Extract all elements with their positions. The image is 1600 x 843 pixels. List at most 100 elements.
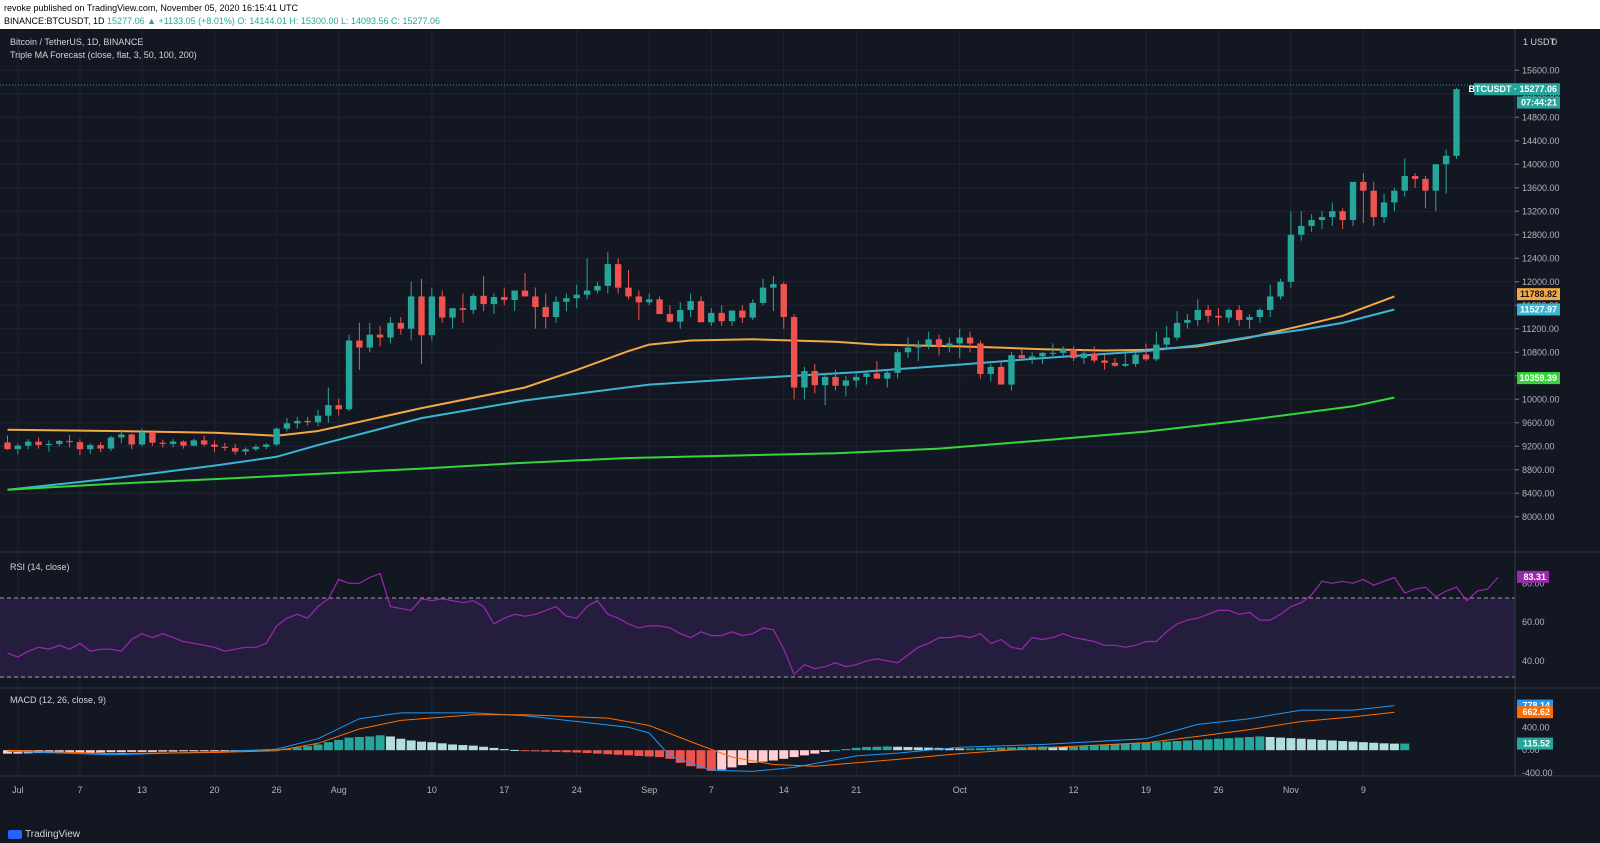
candle-body [1039,352,1046,357]
macd-histogram-bar [1317,739,1327,751]
macd-histogram-bar [189,750,199,752]
candle-body [904,347,912,353]
candle-body [180,441,187,446]
macd-histogram-bar [582,750,592,754]
candle-body [501,297,508,300]
candle-body [459,308,467,310]
time-tick-label: 12 [1069,785,1079,795]
candle-body [1008,355,1015,385]
candle-body [542,307,549,317]
macd-histogram-bar [261,749,271,751]
macd-signal-label: 662.62 [1522,707,1550,717]
macd-histogram-bar [768,750,778,761]
macd-histogram-bar [1193,739,1203,751]
symbol-interval: BINANCE:BTCUSDT, 1D [4,16,105,26]
candle-body [407,296,415,329]
macd-histogram-bar [137,750,147,752]
macd-histogram-bar [1358,742,1368,751]
macd-histogram-bar [1151,742,1161,751]
macd-histogram-bar [1120,743,1130,751]
candle-body [1049,352,1057,354]
price-tick-label: 8000.00 [1522,512,1555,522]
macd-tick-label: 400.00 [1522,722,1550,732]
candle-body [76,442,84,450]
macd-histogram-bar [354,737,364,751]
macd-histogram-bar [634,750,644,756]
time-tick-label: 20 [209,785,219,795]
candle-body [397,322,404,329]
candle-body [25,441,32,446]
macd-histogram-bar [303,746,313,751]
macd-histogram-bar [810,750,820,754]
candle-body [1142,354,1150,360]
candle-body [790,317,798,388]
candle-body [490,297,498,305]
macd-histogram-bar [965,748,975,751]
macd-histogram-bar [65,750,75,753]
price-tick-label: 10800.00 [1522,347,1560,357]
chart-area[interactable]: 8000.008400.008800.009200.009600.0010000… [0,29,1600,826]
candle-body [863,373,870,377]
ma50-label-tag [1517,288,1560,301]
macd-histogram-bar [85,750,95,753]
candle-body [1453,89,1460,156]
macd-histogram-bar [841,749,851,751]
macd-histogram-bar [1079,746,1089,751]
countdown: 07:44:21 [1521,98,1557,108]
candle-body [273,428,280,445]
candle-body [1349,181,1357,221]
macd-histogram-bar [665,750,675,759]
rsi-current-label: 83.31 [1523,572,1546,582]
candle-body [294,420,301,424]
macd-histogram-bar [1048,746,1058,751]
candle-body [594,285,601,291]
macd-hist-label-tag [1517,737,1553,750]
candle-body [1391,190,1398,203]
macd-histogram-bar [572,750,582,753]
candle-body [635,296,643,303]
time-tick-label: 26 [272,785,282,795]
footer: TradingView [0,826,1600,843]
candle-body [304,420,311,423]
candle-body [1360,181,1367,191]
macd-histogram-bar [644,750,654,757]
candle-body [418,296,425,336]
candle-body [1277,281,1284,297]
price-tick-label: 12800.00 [1522,230,1560,240]
candle-body [1432,164,1439,191]
macd-histogram-bar [1245,737,1254,751]
publish-header: revoke published on TradingView.com, Nov… [0,0,1600,29]
candle-body [1111,362,1119,366]
candle-body [45,443,53,446]
candle-body [915,345,922,348]
candle-body [739,310,746,318]
candle-body [646,299,653,303]
chart-title: Bitcoin / TetherUS, 1D, BINANCE [10,37,143,47]
macd-histogram-bar [882,746,892,751]
candle-body [128,434,135,445]
macd-histogram-bar [1276,737,1286,751]
macd-histogram-bar [220,750,230,752]
candle-body [1080,353,1088,359]
time-tick-label: 24 [572,785,582,795]
macd-histogram-bar [365,736,375,751]
candle-body [97,445,104,449]
candle-body [987,366,994,374]
time-tick-label: 9 [1361,785,1366,795]
time-tick-label: 10 [427,785,437,795]
time-tick-label: 7 [77,785,82,795]
macd-histogram-bar [96,750,106,753]
time-tick-label: 21 [851,785,861,795]
macd-histogram-bar [344,737,354,751]
macd-histogram-bar [375,735,385,751]
candle-body [283,423,291,429]
macd-histogram-bar [251,750,261,752]
price-tick-label: 8400.00 [1522,488,1555,498]
rsi-tick-label: 40.00 [1522,656,1545,666]
macd-histogram-bar [385,736,395,751]
macd-histogram-bar [1265,737,1275,751]
macd-histogram-bar [406,740,416,751]
macd-histogram-bar [1255,736,1265,751]
macd-histogram-bar [489,747,499,751]
candle-body [770,284,777,288]
